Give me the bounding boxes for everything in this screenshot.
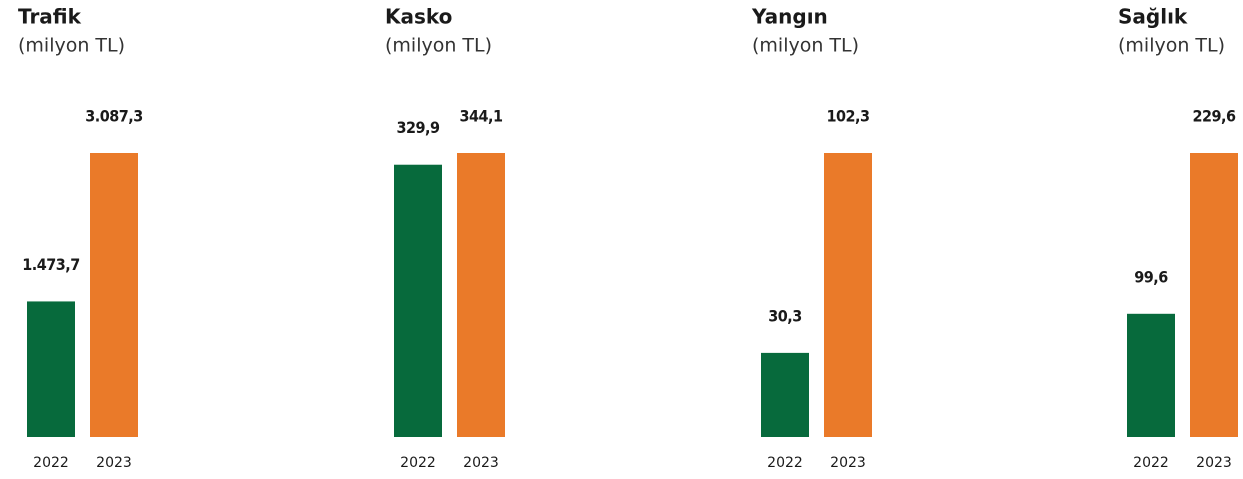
- chart-subtitle: (milyon TL): [752, 35, 859, 57]
- x-tick-label: 2022: [767, 455, 803, 471]
- chart-subtitle: (milyon TL): [18, 35, 125, 57]
- x-tick-label: 2023: [96, 455, 132, 471]
- bar: [27, 301, 75, 437]
- bar: [824, 153, 872, 437]
- bar: [1127, 313, 1175, 437]
- x-tick-label: 2023: [463, 455, 499, 471]
- value-label: 1.473,7: [22, 255, 80, 274]
- chart-title: Yangın: [751, 5, 828, 29]
- x-tick-label: 2023: [830, 455, 866, 471]
- value-label: 102,3: [826, 107, 869, 126]
- bar: [457, 153, 505, 437]
- bar: [394, 164, 442, 437]
- x-tick-label: 2022: [1133, 455, 1169, 471]
- value-label: 30,3: [768, 306, 802, 325]
- bar: [761, 352, 809, 437]
- chart-subtitle: (milyon TL): [1118, 35, 1225, 57]
- value-label: 229,6: [1192, 107, 1236, 126]
- chart-title: Trafik: [18, 5, 82, 29]
- chart-title: Kasko: [385, 5, 452, 29]
- x-tick-label: 2022: [33, 455, 69, 471]
- chart-title: Sağlık: [1118, 5, 1188, 29]
- x-tick-label: 2022: [400, 455, 436, 471]
- chart-subtitle: (milyon TL): [385, 35, 492, 57]
- value-label: 99,6: [1134, 267, 1168, 286]
- x-tick-label: 2023: [1196, 455, 1232, 471]
- bar: [90, 153, 138, 437]
- value-label: 329,9: [396, 118, 440, 137]
- value-label: 3.087,3: [85, 107, 143, 126]
- value-label: 344,1: [459, 107, 503, 126]
- bar: [1190, 153, 1238, 437]
